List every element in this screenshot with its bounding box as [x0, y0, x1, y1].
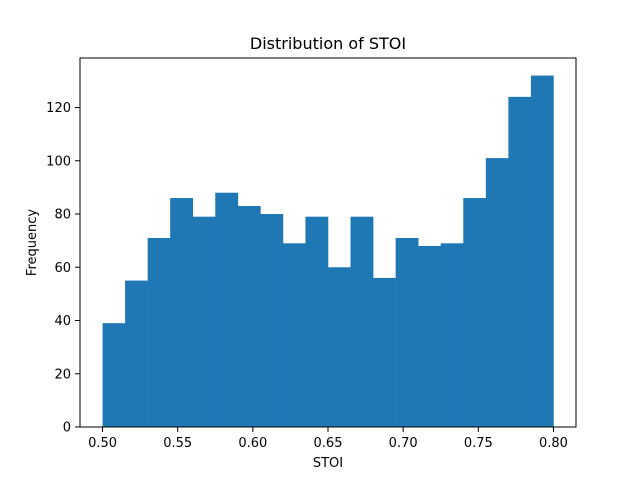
- histogram-bar: [530, 75, 554, 428]
- chart-title: Distribution of STOI: [250, 34, 406, 53]
- x-tick-label: 0.65: [314, 436, 343, 451]
- y-tick-label: 20: [54, 367, 71, 382]
- histogram-bar: [282, 243, 306, 427]
- x-tick-label: 0.60: [238, 436, 267, 451]
- x-tick-label: 0.70: [389, 436, 418, 451]
- histogram-bar: [508, 96, 532, 428]
- histogram-bar: [395, 237, 419, 427]
- x-axis-label: STOI: [313, 456, 343, 471]
- histogram-bar: [125, 280, 148, 427]
- histogram-bar: [418, 245, 442, 427]
- x-tick-label: 0.55: [163, 436, 192, 451]
- y-tick-label: 100: [46, 154, 71, 169]
- histogram-bar: [260, 214, 284, 427]
- y-tick-label: 60: [54, 261, 71, 276]
- histogram-bar: [440, 243, 464, 427]
- y-axis-label: Frequency: [25, 209, 40, 276]
- histogram-bar: [215, 192, 239, 427]
- histogram-bar: [102, 323, 126, 427]
- histogram-bar: [350, 216, 374, 427]
- y-tick-label: 80: [54, 208, 71, 223]
- histogram-bar: [373, 277, 396, 427]
- histogram-bar: [485, 158, 509, 428]
- histogram-bar: [147, 237, 171, 427]
- histogram-bar: [237, 206, 261, 427]
- histogram-bar: [463, 198, 487, 427]
- x-tick-label: 0.50: [88, 436, 117, 451]
- y-tick-label: 40: [54, 314, 71, 329]
- histogram-bar: [305, 216, 329, 427]
- y-axis-ticks: 0 20 40 60 80 100 120: [46, 101, 80, 436]
- histogram-bar: [328, 267, 351, 427]
- histogram-bar: [170, 198, 194, 427]
- histogram-bar: [192, 216, 216, 427]
- x-tick-label: 0.75: [464, 436, 493, 451]
- y-tick-label: 120: [46, 101, 71, 116]
- x-tick-label: 0.80: [539, 436, 568, 451]
- bars-group: [102, 75, 554, 428]
- x-axis-ticks: 0.50 0.55 0.60 0.65 0.70 0.75 0.80: [88, 427, 568, 451]
- y-tick-label: 0: [63, 421, 71, 436]
